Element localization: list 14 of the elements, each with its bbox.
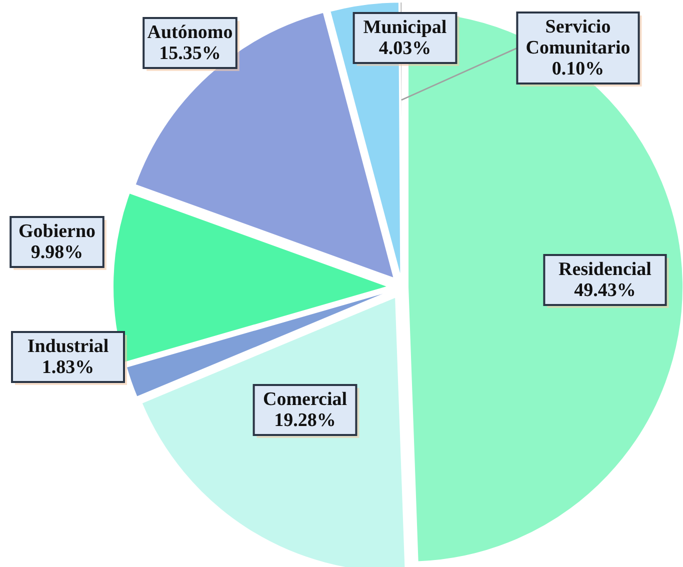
data-label: 9.98%: [30, 242, 84, 263]
data-label: 1.83%: [42, 357, 94, 378]
data-label: 4.03%: [378, 38, 432, 59]
slice-label: Municipal: [363, 17, 447, 38]
slice-label: Servicio Comunitario: [526, 16, 630, 58]
data-label: 19.28%: [274, 410, 336, 431]
slice-label: Autónomo: [147, 22, 233, 43]
data-label: 15.35%: [159, 43, 221, 64]
slice-label: Gobierno: [18, 221, 96, 242]
data-label: 0.10%: [552, 58, 604, 80]
slice-label: Industrial: [27, 336, 109, 357]
slice-label: Residencial: [558, 259, 652, 280]
slice-label: Comercial: [262, 389, 348, 410]
data-label: 49.43%: [574, 280, 636, 301]
